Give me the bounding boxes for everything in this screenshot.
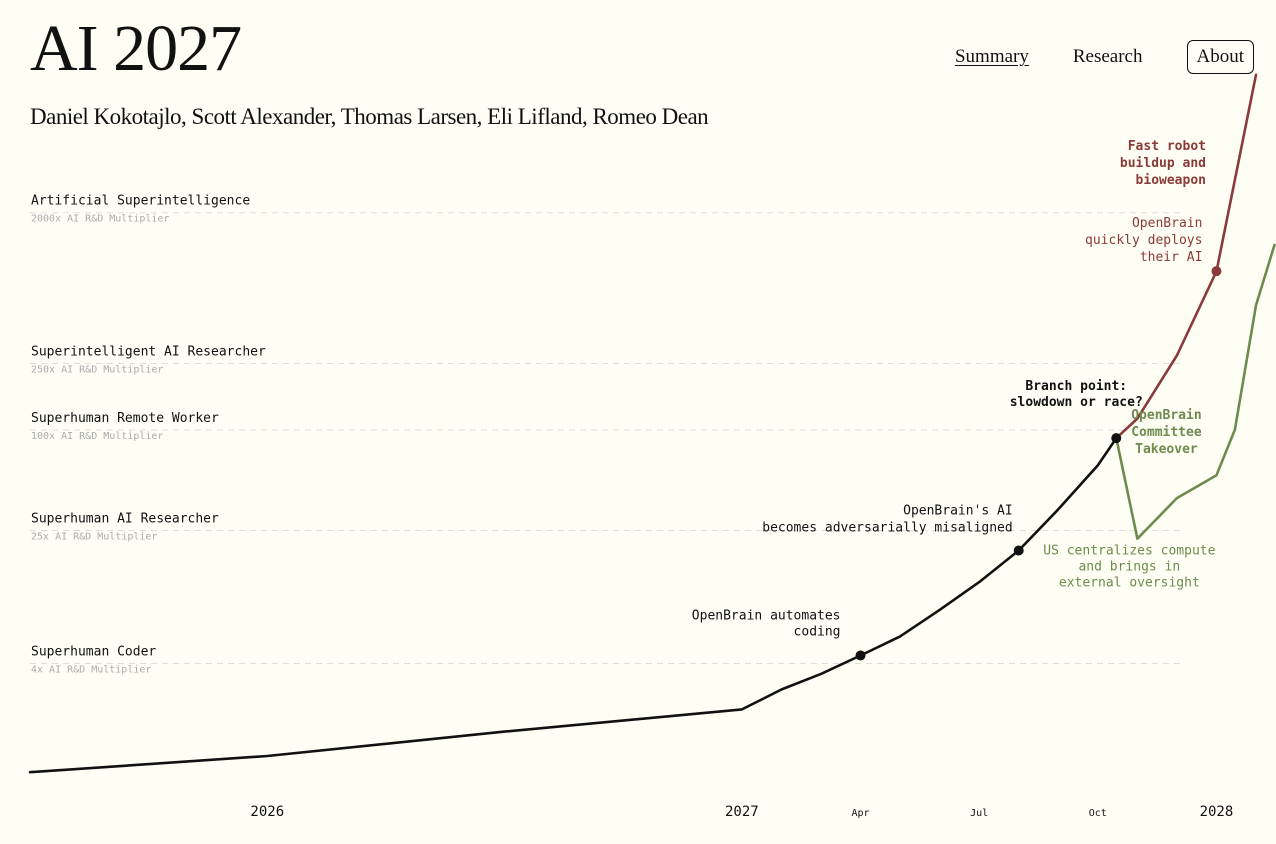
- event-label-line: Takeover: [1135, 442, 1198, 457]
- event-label-line: their AI: [1140, 250, 1203, 265]
- event-label-line: US centralizes compute: [1043, 544, 1215, 559]
- milestone-sublabel: 2000x AI R&D Multiplier: [31, 214, 169, 225]
- x-tick-label: Jul: [970, 808, 988, 819]
- nav-research-link[interactable]: Research: [1072, 46, 1143, 67]
- event-label-line: OpenBrain: [1131, 408, 1201, 423]
- series-line-main: [28, 436, 1118, 774]
- event-label-line: Fast robot: [1128, 139, 1206, 154]
- event-label-line: buildup and: [1120, 156, 1206, 171]
- top-nav: Summary Research About: [911, 40, 1254, 74]
- x-tick-label: 2028: [1200, 804, 1234, 820]
- milestone-label-artificial-superintelligence: Artificial Superintelligence: [31, 194, 250, 209]
- event-dot-misaligned: [1013, 545, 1024, 556]
- event-label-line: OpenBrain automates: [692, 608, 841, 623]
- event-label-deploys: OpenBrain quickly deploys their AI: [1085, 216, 1202, 265]
- event-label-line: external oversight: [1059, 576, 1200, 591]
- event-label-automates: OpenBrain automates coding: [692, 608, 841, 639]
- event-label-line: quickly deploys: [1085, 233, 1202, 248]
- event-label-line: Committee: [1131, 425, 1202, 440]
- authors-byline: Daniel Kokotajlo, Scott Alexander, Thoma…: [30, 104, 709, 129]
- series-line-slowdown: [1115, 243, 1276, 541]
- milestone-label-superintelligent-ai-researcher: Superintelligent AI Researcher: [31, 345, 266, 360]
- event-label-misaligned: OpenBrain's AI becomes adversarially misa…: [762, 504, 1012, 536]
- milestone-label-superhuman-ai-researcher: Superhuman AI Researcher: [31, 512, 219, 527]
- milestone-label-superhuman-remote-worker: Superhuman Remote Worker: [31, 411, 219, 426]
- site-title: AI 2027: [30, 12, 242, 85]
- x-tick-label: Oct: [1089, 808, 1107, 819]
- event-label-line: coding: [794, 624, 841, 639]
- event-label-committee: OpenBrain Committee Takeover: [1131, 408, 1202, 457]
- event-label-line: becomes adversarially misaligned: [762, 521, 1012, 536]
- milestone-label-superhuman-coder: Superhuman Coder: [31, 644, 156, 659]
- event-dot-deploys: [1211, 266, 1222, 277]
- event-dot-automates: [855, 650, 866, 661]
- event-dot-branch: [1111, 433, 1122, 444]
- event-label-line: slowdown or race?: [1010, 395, 1143, 410]
- event-label-line: and brings in: [1078, 560, 1180, 575]
- series-line-race: [1115, 73, 1258, 440]
- nav-summary-link[interactable]: Summary: [954, 46, 1029, 67]
- event-label-centralizes: US centralizes compute and brings in exter…: [1043, 544, 1215, 591]
- event-label-robot: Fast robot buildup and bioweapon: [1120, 139, 1206, 188]
- nav-about-button[interactable]: About: [1186, 40, 1254, 74]
- event-label-branch: Branch point: slowdown or race?: [1010, 379, 1143, 410]
- event-label-line: OpenBrain's AI: [903, 504, 1013, 519]
- milestone-sublabel: 4x AI R&D Multiplier: [31, 664, 151, 675]
- milestone-sublabel: 25x AI R&D Multiplier: [31, 532, 157, 543]
- event-label-line: Branch point:: [1025, 379, 1127, 394]
- x-tick-label: 2026: [250, 804, 284, 820]
- x-tick-label: 2027: [725, 804, 759, 820]
- event-label-line: OpenBrain: [1132, 216, 1202, 231]
- event-label-line: bioweapon: [1136, 173, 1206, 188]
- x-tick-label: Apr: [851, 808, 869, 819]
- milestone-sublabel: 100x AI R&D Multiplier: [31, 431, 163, 442]
- milestone-sublabel: 250x AI R&D Multiplier: [31, 365, 163, 376]
